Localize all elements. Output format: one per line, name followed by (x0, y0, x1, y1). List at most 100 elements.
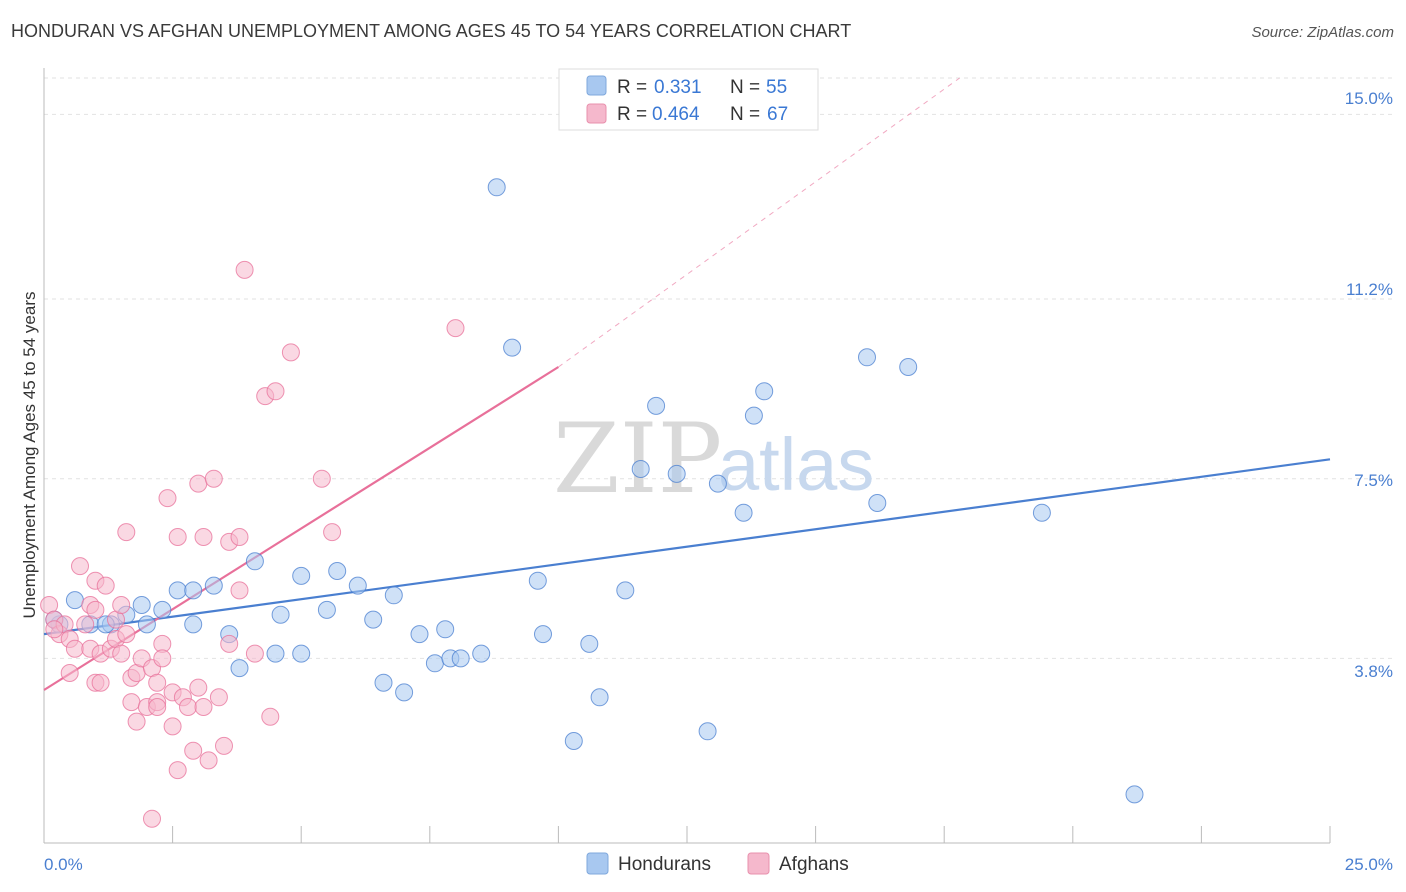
point-hondurans (271, 605, 290, 624)
point-hondurans (564, 732, 583, 750)
point-hondurans (503, 338, 522, 357)
point-afghans (194, 528, 213, 546)
point-hondurans (65, 591, 84, 610)
point-afghans (215, 736, 233, 755)
point-afghans (117, 625, 136, 644)
y-tick-label-15-0: 15.0% (1345, 89, 1393, 108)
y-axis-label: Unemployment Among Ages 45 to 54 years (20, 292, 39, 619)
legend-swatch-hondurans (586, 75, 607, 96)
point-afghans (163, 717, 182, 736)
point-hondurans (184, 615, 203, 634)
point-hondurans (698, 722, 717, 741)
point-hondurans (436, 620, 455, 639)
point-hondurans (230, 659, 249, 678)
point-hondurans (317, 600, 336, 619)
bottom-legend-swatch-hondurans (586, 852, 609, 875)
point-hondurans (590, 688, 609, 707)
legend-r-label-afghans: R = (617, 104, 647, 125)
watermark: ZIP atlas (553, 403, 874, 515)
point-hondurans (292, 644, 311, 663)
legend-n-value-afghans: 67 (767, 104, 788, 125)
watermark-zip: ZIP (553, 403, 722, 515)
point-hondurans (868, 494, 887, 512)
point-hondurans (734, 503, 753, 522)
point-hondurans (647, 396, 666, 415)
point-afghans (230, 528, 249, 546)
point-afghans (112, 596, 131, 614)
legend-swatch-afghans (586, 103, 607, 124)
point-hondurans (328, 562, 347, 580)
point-hondurans (132, 596, 151, 614)
axes-layer (43, 68, 1331, 844)
point-hondurans (374, 673, 393, 692)
point-hondurans (266, 644, 285, 663)
trendline-extension-afghans (558, 77, 960, 368)
point-afghans (189, 678, 208, 697)
point-afghans (194, 698, 213, 716)
point-hondurans (899, 358, 918, 376)
point-afghans (204, 469, 223, 488)
point-hondurans (395, 683, 414, 702)
point-afghans (179, 698, 197, 716)
points-layer (40, 178, 1144, 828)
point-afghans (148, 673, 167, 692)
bottom-legend-label-afghans: Afghans (779, 854, 849, 875)
watermark-atlas: atlas (718, 423, 874, 506)
point-hondurans (245, 552, 264, 571)
y-tick-label-11-2: 11.2% (1346, 280, 1393, 299)
point-afghans (153, 649, 172, 668)
point-afghans (91, 673, 110, 692)
point-afghans (230, 581, 249, 600)
point-afghans (127, 712, 146, 731)
point-hondurans (755, 382, 774, 401)
bottom-legend-swatch-afghans (747, 852, 770, 875)
point-afghans (235, 260, 254, 279)
x-tick-label-max: 25.0% (1345, 855, 1393, 874)
legend-n-label-afghans: N = (730, 104, 760, 125)
grid-layer (44, 77, 1395, 659)
point-afghans (281, 343, 300, 362)
point-hondurans (451, 649, 470, 668)
point-afghans (143, 809, 161, 828)
point-hondurans (153, 600, 172, 619)
point-afghans (266, 382, 285, 401)
tick-label-layer: 0.0% 25.0% 3.8% 7.5% 11.2% 15.0% Unemplo… (20, 89, 1393, 874)
x-tick-label-min: 0.0% (44, 855, 83, 874)
point-hondurans (1032, 503, 1051, 522)
point-afghans (158, 489, 177, 508)
y-tick-label-3-8: 3.8% (1354, 662, 1393, 681)
point-hondurans (410, 625, 429, 644)
bottom-legend-label-hondurans: Hondurans (618, 854, 711, 875)
legend-r-label-hondurans: R = (617, 77, 647, 98)
point-afghans (45, 620, 64, 639)
point-afghans (71, 557, 89, 576)
point-afghans (261, 707, 280, 726)
legend-n-label-hondurans: N = (730, 77, 760, 98)
chart-source: Source: ZipAtlas.com (1251, 24, 1394, 41)
point-afghans (245, 644, 264, 663)
point-afghans (76, 615, 95, 634)
point-hondurans (168, 581, 187, 600)
point-hondurans (364, 610, 383, 629)
point-hondurans (667, 464, 686, 483)
point-hondurans (137, 615, 156, 634)
point-hondurans (858, 348, 876, 367)
point-hondurans (425, 654, 444, 673)
point-hondurans (534, 625, 552, 644)
point-hondurans (1125, 785, 1144, 804)
point-hondurans (384, 586, 403, 605)
trendline-hondurans (43, 458, 1331, 636)
top-legend: R = 0.331 N = 55 R = 0.464 N = 67 (558, 68, 819, 131)
point-afghans (148, 698, 167, 716)
point-hondurans (616, 581, 635, 600)
point-hondurans (580, 634, 599, 653)
point-afghans (189, 474, 208, 493)
point-afghans (220, 634, 239, 653)
point-afghans (122, 693, 141, 712)
point-hondurans (708, 474, 727, 493)
legend-r-value-afghans: 0.464 (652, 104, 700, 125)
legend-n-value-hondurans: 55 (766, 77, 787, 98)
point-afghans (446, 319, 465, 338)
point-hondurans (631, 460, 650, 478)
